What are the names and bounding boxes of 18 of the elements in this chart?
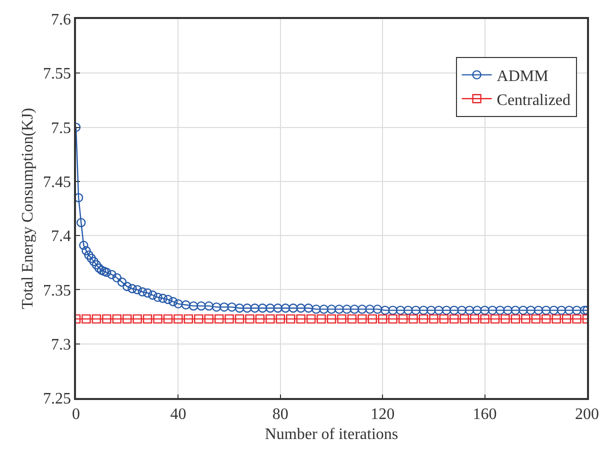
y-tick-label: 7.4 [51, 228, 72, 246]
y-tick-label: 7.3 [51, 336, 72, 354]
y-tick-label: 7.6 [51, 12, 72, 29]
legend-label: Centralized [496, 92, 571, 109]
y-tick-label: 7.25 [43, 390, 72, 408]
x-tick-label: 200 [575, 406, 599, 423]
x-tick-label: 40 [170, 406, 186, 423]
x-tick-label: 0 [72, 406, 80, 423]
y-axis-title: Total Energy Consumption(KJ) [19, 108, 36, 310]
y-tick-label: 7.55 [43, 66, 72, 83]
y-tick-label: 7.35 [43, 282, 72, 300]
x-tick-label: 80 [272, 406, 288, 423]
x-tick-label: 160 [472, 406, 497, 423]
y-tick-label: 7.45 [43, 174, 72, 192]
x-tick-label: 120 [370, 406, 395, 423]
y-tick-label: 7.5 [51, 120, 72, 137]
x-axis-title: Number of iterations [264, 426, 398, 444]
legend-label: ADMM [496, 68, 548, 86]
